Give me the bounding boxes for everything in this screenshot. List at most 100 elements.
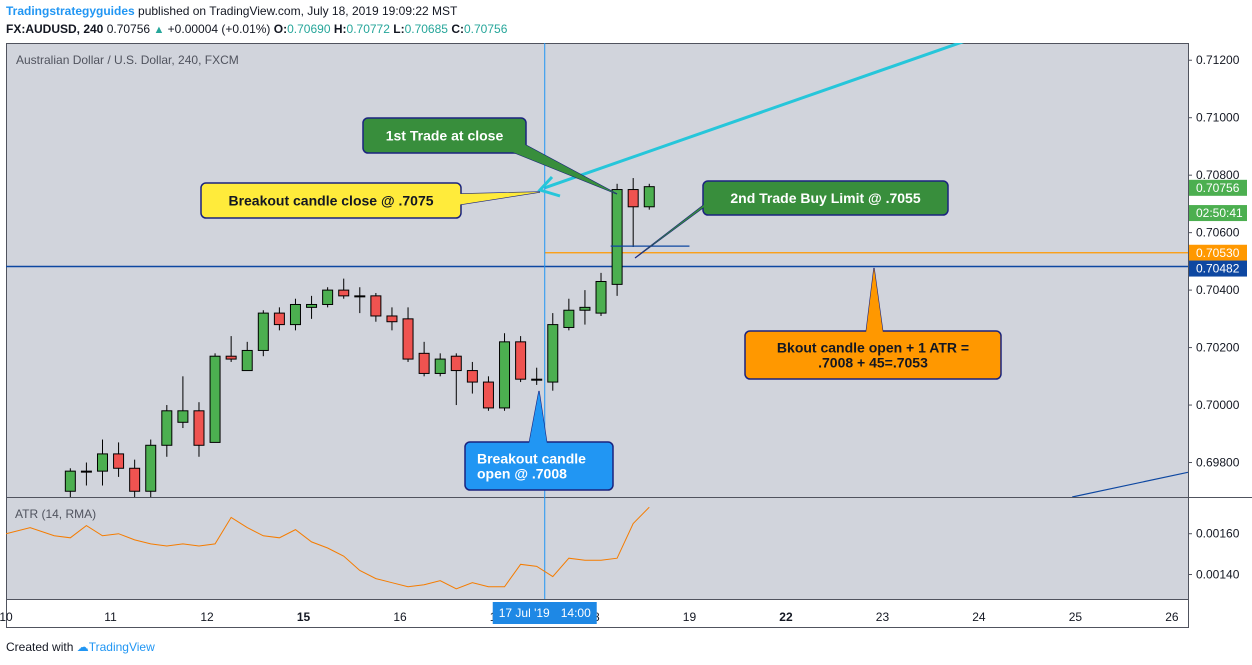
x-tick-label-8: 22 (779, 610, 793, 624)
candle-10 (225, 355, 237, 360)
candle-29 (531, 378, 543, 381)
annotation-pointer-cover-0 (510, 142, 617, 194)
symbol-label[interactable]: FX:AUDUSD, 240 (6, 22, 104, 36)
candle-19 (370, 295, 382, 317)
candle-17 (338, 289, 350, 297)
candle-8 (193, 410, 205, 446)
annotation-text-0-0: 1st Trade at close (386, 128, 504, 144)
atr-tick-label-1: 0.00140 (1196, 568, 1240, 582)
annotation-pointer-cover-4 (529, 391, 547, 444)
annotation-text-1-0: Breakout candle close @ .7075 (228, 193, 433, 209)
y-tick-label-7: 0.69800 (1196, 456, 1240, 470)
annotation-text-4-1: open @ .7008 (477, 466, 567, 482)
chart-title: Australian Dollar / U.S. Dollar, 240, FX… (16, 53, 239, 67)
arrow-head-icon (537, 175, 561, 198)
x-tick-label-2: 12 (200, 610, 214, 624)
x-tick-label-12: 26 (1165, 610, 1179, 624)
price-badge-1-bg (1189, 205, 1247, 222)
symbol-legend: FX:AUDUSD, 240 0.70756 ▲ +0.00004 (+0.01… (6, 22, 507, 36)
main-plot (6, 43, 1188, 497)
annotation-text-2-0: 2nd Trade Buy Limit @ .7055 (730, 190, 920, 206)
y-tick-label-5: 0.70200 (1196, 341, 1240, 355)
price-badge-0: 0.70756 (1196, 181, 1240, 195)
x-tick-label-7: 19 (683, 610, 697, 624)
open-value: 0.70690 (287, 22, 331, 36)
time-axis (6, 599, 1188, 628)
annotation-pointer-cover-3 (866, 268, 883, 333)
annotation-box-2 (702, 180, 949, 216)
author-link[interactable]: Tradingstrategyguides (6, 4, 135, 18)
last-price: 0.70756 (106, 22, 151, 36)
tradingview-logo-icon: ☁ (76, 640, 89, 654)
candle-34 (611, 189, 623, 285)
publish-info: published on TradingView.com, July 18, 2… (134, 4, 458, 18)
candle-2 (96, 453, 108, 472)
x-tick-label-11: 25 (1069, 610, 1083, 624)
candle-13 (273, 312, 285, 326)
annotation-text-3-0: Bkout candle open + 1 ATR = (777, 340, 969, 356)
x-tick-label-1: 11 (104, 610, 117, 624)
candle-15 (306, 303, 318, 308)
candle-12 (257, 312, 269, 351)
annotation-3: Bkout candle open + 1 ATR =.7008 + 45=.7… (744, 267, 1002, 380)
candle-21 (402, 318, 414, 360)
candle-6 (161, 410, 173, 446)
created-with-label: Created with (6, 640, 74, 654)
y-tick-label-6: 0.70000 (1196, 398, 1240, 412)
close-label: C: (451, 22, 464, 36)
candle-11 (241, 349, 253, 372)
candle-7 (177, 410, 189, 423)
up-arrow-icon: ▲ (153, 24, 165, 36)
candle-22 (418, 352, 430, 374)
candle-31 (563, 309, 575, 328)
y-tick-label-3: 0.70600 (1196, 226, 1240, 240)
hline-badge-1: 0.70482 (1196, 262, 1240, 276)
cursor-time-label: 14:00 (561, 606, 591, 620)
hline-badge-0-bg (1189, 244, 1247, 261)
candle-30 (547, 324, 559, 383)
candle-9 (209, 355, 221, 443)
candle-23 (434, 358, 446, 374)
tradingview-brand-link[interactable]: TradingView (88, 640, 155, 654)
candle-27 (499, 341, 511, 409)
trend-line-navy (1072, 471, 1188, 497)
publish-line: Tradingstrategyguides published on Tradi… (6, 4, 457, 18)
y-tick-label-0: 0.71200 (1196, 53, 1240, 67)
candle-4 (129, 467, 141, 492)
atr-line (6, 506, 650, 590)
high-label: H: (333, 22, 347, 36)
candle-24 (450, 355, 462, 372)
x-tick-label-4: 16 (393, 610, 407, 624)
chart-frame (6, 43, 1189, 628)
price-badge-0-bg (1189, 179, 1247, 196)
close-value: 0.70756 (463, 22, 508, 36)
candle-18 (354, 295, 366, 298)
candle-32 (579, 306, 591, 311)
candle-0 (64, 470, 76, 492)
y-tick-label-4: 0.70400 (1196, 283, 1240, 297)
footer: Created with ☁TradingView (6, 640, 155, 654)
annotation-pointer-cover-1 (457, 192, 540, 205)
annotation-0: 1st Trade at close (362, 117, 618, 195)
annotation-2: 2nd Trade Buy Limit @ .7055 (634, 180, 949, 259)
candle-1 (80, 470, 92, 473)
annotation-pointer-cover-2 (635, 194, 718, 258)
cursor-date-badge (492, 602, 597, 624)
y-tick-label-2: 0.70800 (1196, 168, 1240, 182)
low-value: 0.70685 (404, 22, 448, 36)
y-tick-label-1: 0.71000 (1196, 111, 1240, 125)
candle-28 (515, 341, 527, 380)
price-change: +0.00004 (+0.01%) (167, 22, 271, 36)
price-badge-1: 02:50:41 (1196, 206, 1243, 220)
hline-badge-0: 0.70530 (1196, 246, 1240, 260)
hline-badge-1-bg (1189, 260, 1247, 277)
candle-25 (466, 370, 478, 383)
atr-pane (6, 497, 1188, 599)
candle-36 (643, 186, 655, 208)
open-label: O: (273, 22, 288, 36)
trend-line-cyan (544, 43, 965, 190)
x-tick-label-10: 24 (972, 610, 986, 624)
candle-26 (482, 381, 494, 409)
